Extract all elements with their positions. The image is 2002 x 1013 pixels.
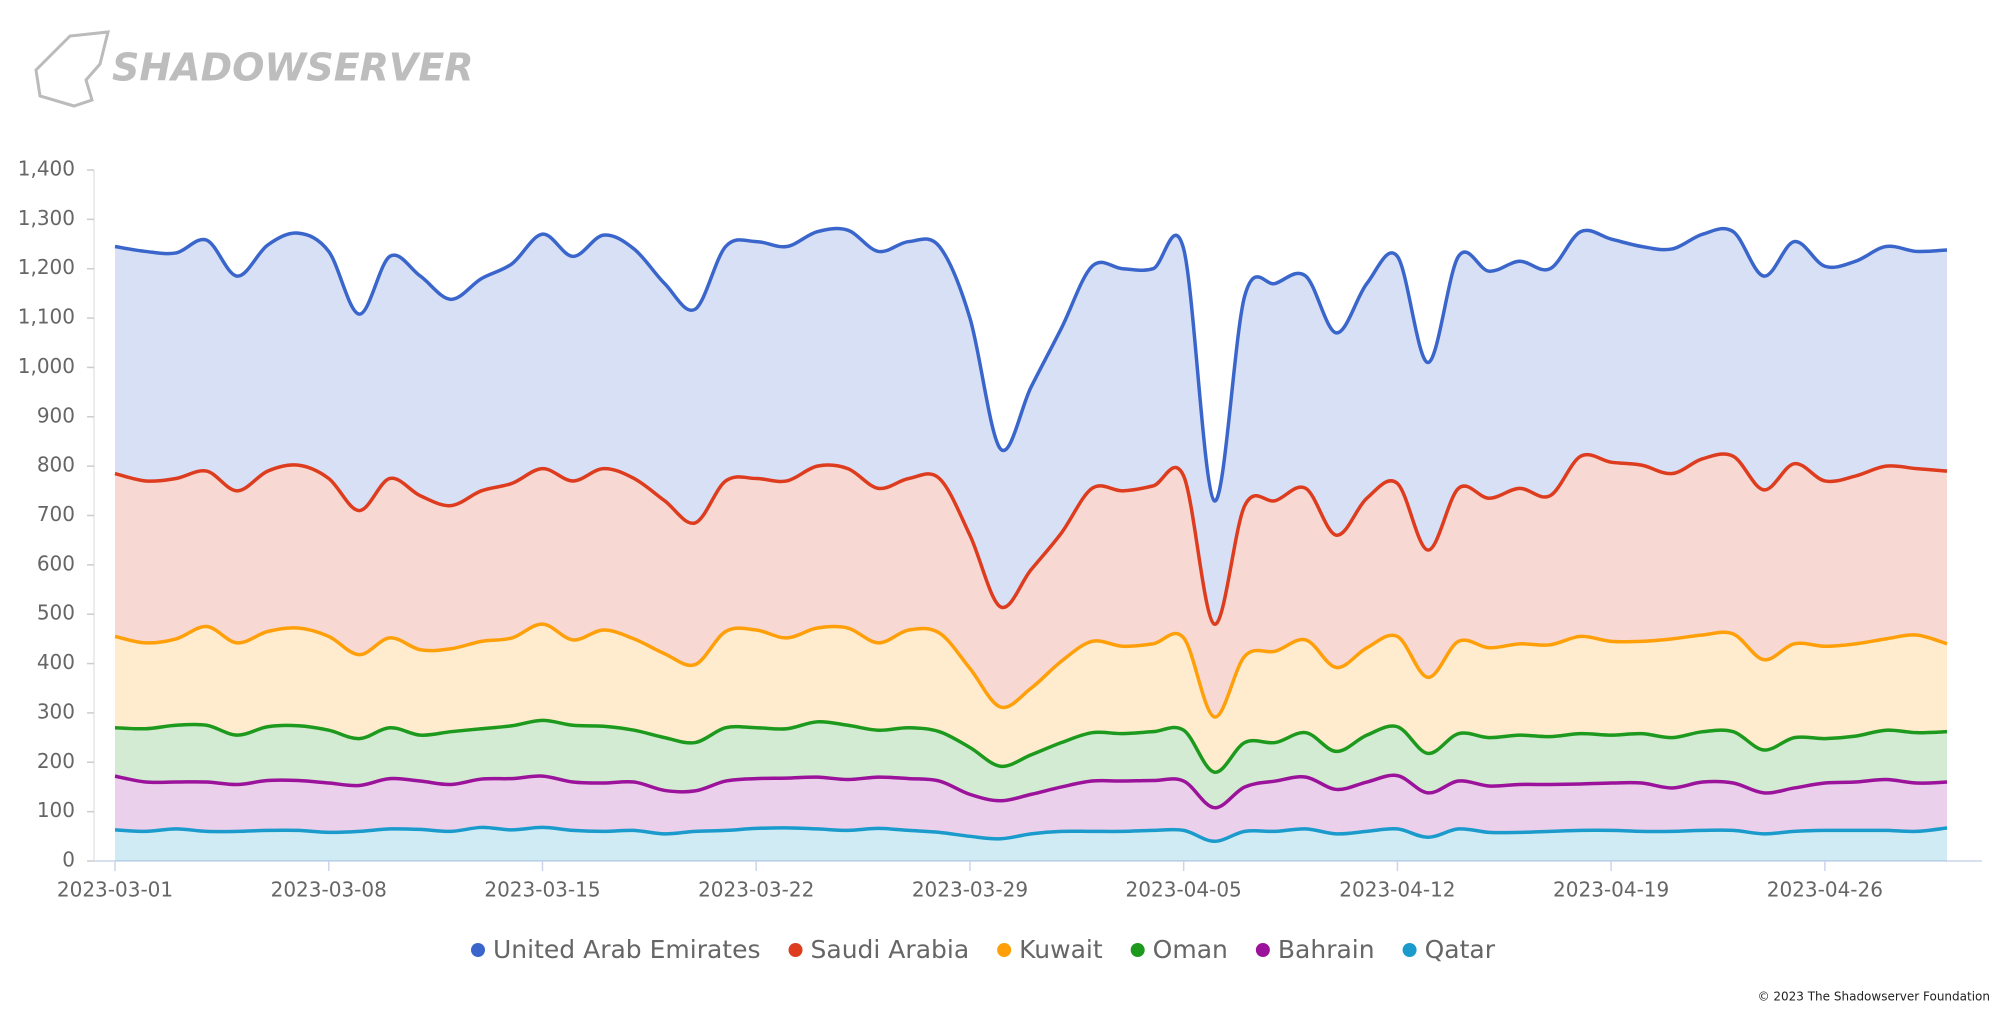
y-tick-label: 1,000 (18, 354, 75, 378)
legend-label: Qatar (1425, 935, 1496, 964)
lines (114, 226, 1948, 844)
x-tick-label: 2023-03-01 (57, 878, 173, 902)
line (114, 226, 1948, 503)
y-tick-label: 600 (37, 551, 75, 575)
legend-label: United Arab Emirates (493, 935, 761, 964)
y-tick-label: 400 (37, 650, 75, 674)
line (114, 773, 1948, 810)
line (114, 452, 1948, 626)
legend-marker (1255, 943, 1270, 957)
area (115, 775, 1947, 842)
logo-icon (34, 30, 110, 108)
line (114, 825, 1948, 844)
copyright: © 2023 The Shadowserver Foundation (1758, 990, 1990, 1004)
areas (115, 228, 1947, 861)
legend-marker (1130, 943, 1145, 957)
x-tick-label: 2023-03-08 (271, 878, 387, 902)
x-tick-label: 2023-03-22 (698, 878, 814, 902)
area (115, 228, 1947, 625)
y-tick-label: 700 (37, 502, 75, 526)
legend-marker (788, 943, 803, 957)
area (115, 827, 1947, 861)
x-tick-label: 2023-03-15 (484, 878, 600, 902)
y-tick-label: 200 (37, 749, 75, 773)
legend-marker (1402, 943, 1417, 957)
logo: SHADOWSERVER (34, 30, 474, 108)
x-tick-label: 2023-04-19 (1553, 878, 1669, 902)
x-tick-label: 2023-04-26 (1767, 878, 1883, 902)
y-tick-label: 300 (37, 699, 75, 723)
line (114, 718, 1948, 774)
legend-label: Saudi Arabia (811, 935, 970, 964)
legend-label: Oman (1153, 935, 1228, 964)
y-tick-label: 800 (37, 453, 75, 477)
y-tick-label: 1,100 (18, 305, 75, 329)
y-tick-label: 0 (62, 848, 75, 872)
y-tick-label: 1,300 (18, 206, 75, 230)
line (114, 622, 1948, 719)
y-tick-label: 500 (37, 601, 75, 625)
y-tick-label: 100 (37, 798, 75, 822)
area (115, 624, 1947, 773)
y-tick-label: 1,400 (18, 157, 75, 181)
legend-label: Kuwait (1019, 935, 1103, 964)
x-tick-label: 2023-04-12 (1339, 878, 1455, 902)
logo-text: SHADOWSERVER (112, 46, 474, 90)
legend-label: Bahrain (1278, 935, 1375, 964)
y-tick-label: 1,200 (18, 255, 75, 279)
legend-marker (997, 943, 1012, 957)
x-tick-label: 2023-03-29 (912, 878, 1028, 902)
y-tick-label: 900 (37, 403, 75, 427)
x-tick-label: 2023-04-05 (1126, 878, 1242, 902)
legend-marker (471, 943, 485, 957)
legend: United Arab Emirates Saudi Arabia Kuwait Om… (471, 935, 1496, 964)
area (115, 453, 1947, 718)
